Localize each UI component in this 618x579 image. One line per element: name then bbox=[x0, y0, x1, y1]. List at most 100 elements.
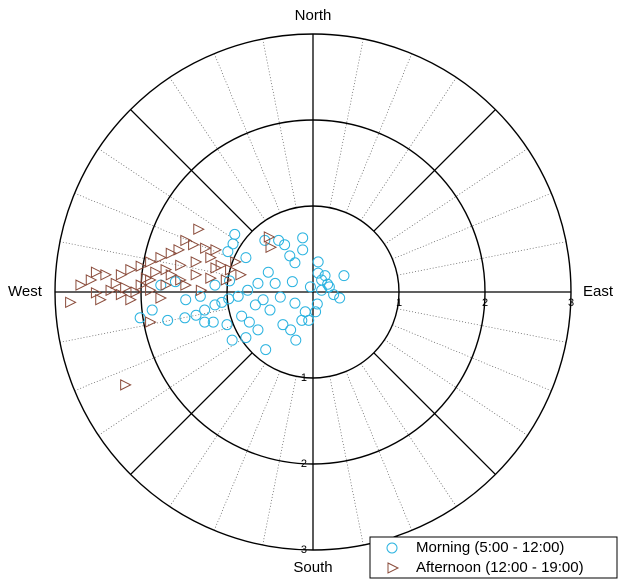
point bbox=[65, 296, 77, 309]
point bbox=[289, 297, 301, 309]
point bbox=[328, 289, 340, 301]
point bbox=[304, 281, 316, 293]
point bbox=[285, 324, 297, 336]
point bbox=[221, 319, 233, 331]
point bbox=[209, 299, 221, 311]
point bbox=[289, 257, 301, 269]
point bbox=[243, 316, 255, 328]
point bbox=[257, 294, 269, 306]
point bbox=[286, 276, 298, 288]
point bbox=[179, 312, 191, 324]
point bbox=[100, 268, 112, 281]
point bbox=[210, 262, 223, 274]
point bbox=[297, 232, 309, 244]
point bbox=[274, 291, 286, 303]
legend-label: Afternoon (12:00 - 19:00) bbox=[416, 559, 584, 576]
point bbox=[312, 267, 324, 279]
point bbox=[199, 304, 211, 316]
point bbox=[120, 379, 132, 391]
point bbox=[279, 239, 291, 251]
point bbox=[227, 238, 239, 250]
point bbox=[230, 256, 242, 268]
legend-box bbox=[369, 536, 618, 579]
point bbox=[90, 266, 103, 279]
point bbox=[165, 247, 178, 260]
point bbox=[195, 284, 208, 297]
point bbox=[229, 228, 241, 240]
legend-marker bbox=[387, 562, 400, 574]
point bbox=[277, 319, 289, 331]
legend-label: Morning (5:00 - 12:00) bbox=[416, 539, 564, 556]
point bbox=[223, 293, 235, 305]
legend: Morning (5:00 - 12:00) Afternoon (12:00 -… bbox=[369, 536, 618, 579]
west-label: West bbox=[8, 283, 43, 300]
point bbox=[240, 252, 252, 264]
point bbox=[155, 251, 168, 264]
point bbox=[263, 231, 276, 243]
north-label: North bbox=[295, 7, 332, 24]
point bbox=[273, 234, 285, 246]
point bbox=[209, 279, 221, 291]
r-tick-label: 2 bbox=[301, 458, 307, 470]
point bbox=[145, 284, 157, 297]
point bbox=[232, 290, 244, 302]
point bbox=[75, 279, 88, 291]
point bbox=[199, 316, 211, 328]
point bbox=[188, 238, 200, 251]
point bbox=[95, 293, 107, 306]
point bbox=[200, 242, 212, 254]
point bbox=[260, 344, 272, 356]
point bbox=[215, 259, 228, 272]
point bbox=[190, 256, 203, 268]
point bbox=[265, 241, 278, 254]
r-tick-label: 2 bbox=[482, 297, 488, 309]
point bbox=[252, 277, 264, 289]
point bbox=[155, 292, 168, 304]
point bbox=[322, 278, 334, 290]
point bbox=[175, 259, 187, 272]
r-tick-label: 1 bbox=[396, 297, 402, 309]
east-label: East bbox=[583, 283, 614, 300]
point bbox=[146, 304, 158, 316]
point bbox=[205, 272, 217, 285]
point bbox=[338, 270, 350, 282]
point bbox=[216, 296, 228, 308]
point bbox=[115, 288, 128, 301]
point bbox=[145, 256, 157, 268]
point bbox=[264, 304, 276, 316]
point bbox=[135, 260, 148, 273]
point bbox=[252, 324, 264, 336]
south-label: South bbox=[293, 559, 332, 576]
point bbox=[110, 277, 123, 290]
point bbox=[150, 266, 162, 279]
point bbox=[180, 294, 192, 306]
point bbox=[226, 334, 238, 346]
point bbox=[262, 266, 274, 278]
point bbox=[297, 244, 309, 256]
point bbox=[194, 290, 206, 302]
point bbox=[180, 279, 192, 291]
point bbox=[316, 274, 328, 286]
point bbox=[235, 268, 248, 281]
r-tick-label: 3 bbox=[568, 297, 574, 309]
point bbox=[269, 277, 281, 289]
point bbox=[222, 246, 234, 258]
point bbox=[140, 272, 153, 285]
point bbox=[312, 256, 324, 268]
point bbox=[145, 316, 157, 328]
point bbox=[242, 284, 254, 296]
point bbox=[236, 310, 248, 322]
point bbox=[193, 223, 205, 236]
point bbox=[115, 268, 128, 281]
point bbox=[284, 250, 296, 262]
point bbox=[249, 299, 261, 311]
point bbox=[224, 275, 236, 287]
r-tick-label: 1 bbox=[301, 372, 307, 384]
point bbox=[207, 316, 219, 328]
point bbox=[130, 286, 143, 298]
r-tick-label: 3 bbox=[301, 544, 307, 556]
point bbox=[173, 244, 186, 256]
point bbox=[120, 281, 132, 294]
point bbox=[323, 281, 335, 293]
